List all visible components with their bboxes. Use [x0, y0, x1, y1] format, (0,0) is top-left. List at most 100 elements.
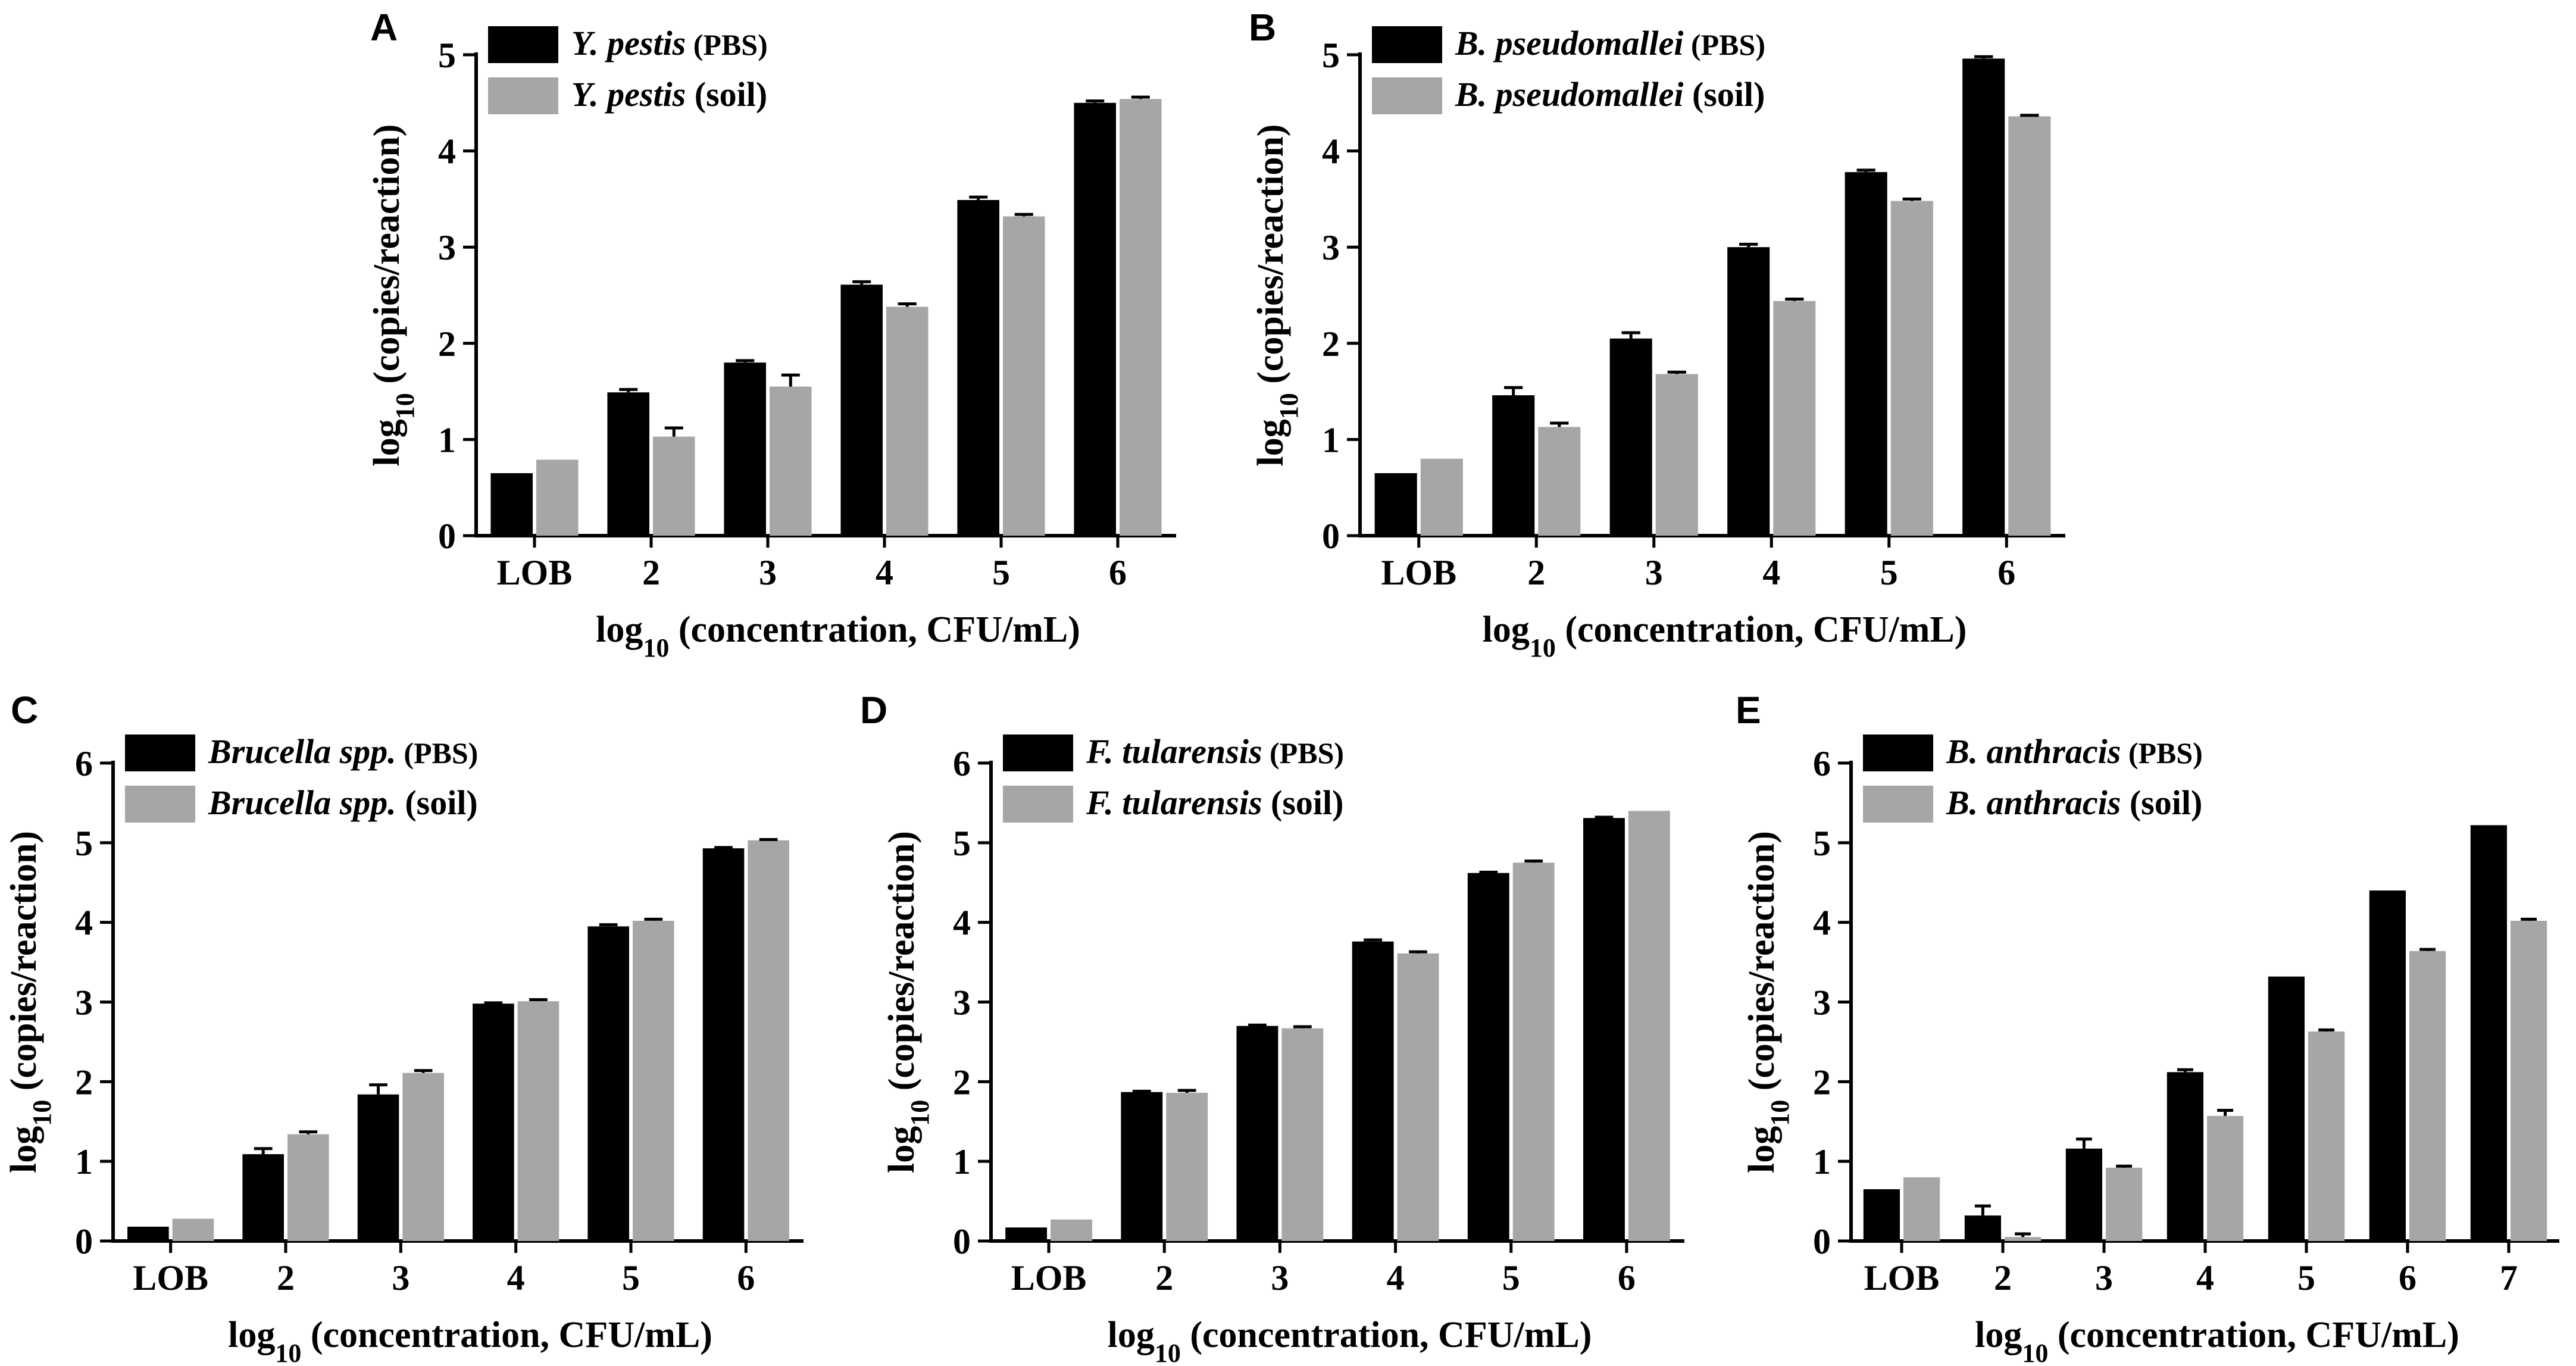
y-tick-label: 6	[1813, 744, 1831, 783]
x-axis-title-rest: (concentration, CFU/mL)	[669, 609, 1080, 650]
x-axis-title-log: log	[596, 609, 643, 650]
x-tick-label: 3	[1645, 553, 1663, 592]
bar-soil	[1903, 1177, 1940, 1241]
legend-species: B. pseudomallei	[1455, 24, 1683, 62]
bar-pbs	[1863, 1189, 1900, 1241]
y-tick-label: 3	[1322, 228, 1340, 267]
bar-soil	[402, 1073, 444, 1241]
bar-soil	[2106, 1167, 2143, 1241]
y-axis-title-subscript: 10	[27, 1100, 57, 1126]
y-axis-title-subscript: 10	[1765, 1100, 1795, 1126]
legend-entry: B. anthracis (soil)	[1946, 783, 2202, 822]
x-axis-title: log10 (concentration, CFU/mL)	[1975, 1315, 2459, 1366]
y-tick-label: 0	[438, 517, 456, 556]
legend-species: B. anthracis	[1946, 732, 2121, 771]
x-tick-label: 4	[876, 553, 893, 592]
legend-swatch	[1372, 77, 1442, 114]
x-tick-label: 7	[2500, 1258, 2518, 1298]
y-axis-title: log10 (copies/reaction)	[4, 831, 57, 1173]
legend-matrix: (soil)	[2121, 783, 2202, 822]
x-axis-title-rest: (concentration, CFU/mL)	[1556, 609, 1967, 650]
bar-pbs	[2268, 976, 2305, 1241]
x-tick-label: 2	[1155, 1258, 1173, 1298]
x-tick-label: 6	[1109, 553, 1127, 592]
x-axis-title: log10 (concentration, CFU/mL)	[596, 609, 1080, 662]
x-tick-label: LOB	[497, 553, 573, 592]
y-axis-title: log10 (copies/reaction)	[367, 124, 420, 467]
y-axis-title: log10 (copies/reaction)	[1251, 124, 1303, 467]
bar-soil	[770, 386, 812, 536]
bar-soil	[748, 840, 789, 1241]
bar-pbs	[2065, 1148, 2102, 1241]
x-axis-title-rest: (concentration, CFU/mL)	[301, 1315, 712, 1355]
y-axis-title-rest: (copies/reaction)	[881, 831, 922, 1100]
legend-entry: F. tularensis (PBS)	[1086, 732, 1344, 771]
y-tick-label: 3	[75, 983, 93, 1023]
y-tick-label: 5	[953, 824, 971, 863]
legend-entry: F. tularensis (soil)	[1086, 783, 1343, 822]
bar-soil	[886, 307, 929, 536]
x-axis-title: log10 (concentration, CFU/mL)	[228, 1315, 712, 1366]
bar-pbs	[1005, 1227, 1048, 1241]
y-tick-label: 1	[438, 420, 456, 459]
y-tick-label: 1	[1322, 420, 1340, 459]
bar-pbs	[702, 848, 745, 1241]
x-tick-label: 4	[1387, 1258, 1405, 1298]
bar-pbs	[1609, 338, 1652, 536]
bar-pbs	[1121, 1092, 1163, 1241]
legend-species: Y. pestis	[571, 75, 686, 114]
x-axis-title-log: log	[1483, 609, 1530, 650]
y-axis-title-subscript: 10	[390, 393, 420, 419]
x-tick-label: 4	[1762, 553, 1780, 592]
x-tick-label: 6	[737, 1258, 755, 1298]
legend-species: F. tularensis	[1086, 732, 1262, 771]
y-tick-label: 6	[953, 744, 971, 783]
x-tick-label: 5	[1502, 1258, 1520, 1298]
bar-pbs	[1352, 941, 1394, 1241]
bar-pbs	[607, 392, 649, 536]
bar-pbs	[242, 1154, 284, 1241]
y-tick-label: 4	[75, 904, 93, 943]
x-tick-label: 5	[1880, 553, 1898, 592]
chart-legend: Y. pestis (PBS)Y. pestis (soil)	[488, 24, 768, 114]
legend-species: Y. pestis	[571, 24, 686, 62]
bar-soil	[2409, 951, 2446, 1241]
bar-pbs	[127, 1226, 169, 1241]
bar-soil	[1538, 427, 1581, 536]
y-axis-title-rest: (copies/reaction)	[1742, 831, 1782, 1100]
bar-soil	[2008, 116, 2051, 536]
legend-matrix: (PBS)	[1262, 736, 1345, 770]
x-tick-label: 2	[1527, 553, 1545, 592]
legend-matrix: (soil)	[1683, 75, 1765, 114]
legend-entry: Y. pestis (PBS)	[571, 24, 768, 62]
y-tick-label: 0	[75, 1222, 93, 1261]
chart-legend: B. anthracis (PBS)B. anthracis (soil)	[1863, 732, 2203, 823]
legend-species: B. pseudomallei	[1455, 75, 1683, 114]
y-tick-label: 3	[953, 983, 971, 1023]
bar-soil	[2308, 1031, 2345, 1241]
bar-pbs	[1374, 473, 1417, 536]
y-axis-title: log10 (copies/reaction)	[881, 831, 934, 1173]
legend-swatch	[1863, 734, 1933, 771]
bar-pbs	[957, 200, 999, 536]
y-tick-label: 5	[75, 824, 93, 863]
panel-letter: B	[1249, 6, 1276, 49]
legend-swatch	[125, 786, 195, 823]
y-tick-label: 0	[1813, 1222, 1831, 1261]
y-tick-label: 1	[75, 1142, 93, 1181]
y-tick-label: 4	[1322, 132, 1340, 171]
bar-pbs	[1236, 1026, 1278, 1241]
legend-matrix: (soil)	[396, 783, 478, 822]
bar-pbs	[1964, 1215, 2001, 1241]
panel-letter: A	[370, 6, 398, 49]
x-tick-label: 3	[1271, 1258, 1289, 1298]
legend-swatch	[488, 77, 558, 114]
x-tick-label: 5	[2297, 1258, 2315, 1298]
legend-swatch	[125, 734, 195, 771]
bar-pbs	[1074, 102, 1116, 536]
legend-swatch	[488, 26, 558, 63]
